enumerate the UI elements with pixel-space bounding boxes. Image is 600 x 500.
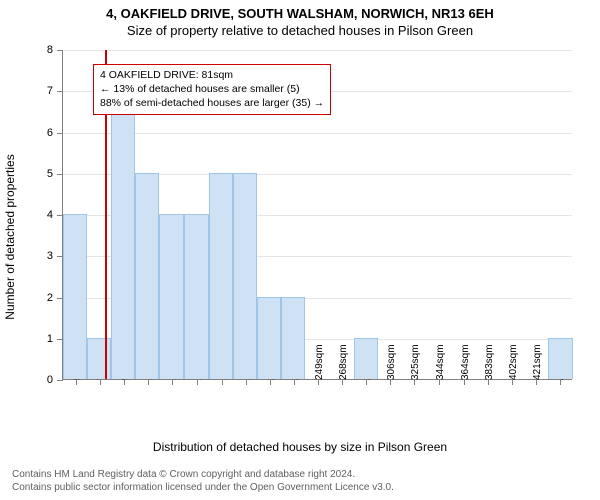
histogram-bar [159, 214, 183, 379]
annotation-box: 4 OAKFIELD DRIVE: 81sqm ← 13% of detache… [93, 64, 331, 115]
y-axis-label: Number of detached properties [3, 154, 17, 319]
gridline [63, 133, 572, 134]
histogram-bar [135, 173, 159, 379]
y-tick-label: 7 [47, 85, 63, 97]
y-tick-label: 6 [47, 127, 63, 139]
y-tick-label: 3 [47, 250, 63, 262]
histogram-bar [184, 214, 209, 379]
gridline [63, 50, 572, 51]
footer-attribution: Contains HM Land Registry data © Crown c… [12, 468, 394, 494]
y-tick-label: 1 [47, 333, 63, 345]
x-tick-label: 306sqm [386, 344, 397, 380]
chart-container: 4, OAKFIELD DRIVE, SOUTH WALSHAM, NORWIC… [0, 0, 600, 500]
x-tick-label: 383sqm [484, 344, 495, 380]
footer-line-2: Contains public sector information licen… [12, 481, 394, 494]
annotation-line-2: ← 13% of detached houses are smaller (5) [100, 82, 324, 96]
chart-area: Number of detached properties 4 OAKFIELD… [20, 42, 580, 432]
chart-title-address: 4, OAKFIELD DRIVE, SOUTH WALSHAM, NORWIC… [0, 0, 600, 21]
histogram-bar [548, 338, 573, 379]
y-tick-label: 2 [47, 292, 63, 304]
histogram-bar [111, 90, 135, 379]
y-tick-label: 8 [47, 44, 63, 56]
x-tick-label: 421sqm [532, 344, 543, 380]
annotation-line-1: 4 OAKFIELD DRIVE: 81sqm [100, 68, 324, 82]
x-tick-label: 268sqm [338, 344, 349, 380]
plot-area: 4 OAKFIELD DRIVE: 81sqm ← 13% of detache… [62, 50, 572, 380]
y-tick-label: 4 [47, 209, 63, 221]
x-axis-label: Distribution of detached houses by size … [153, 440, 447, 454]
x-tick-label: 402sqm [508, 344, 519, 380]
x-tick-label: 364sqm [460, 344, 471, 380]
histogram-bar [87, 338, 111, 379]
footer-line-1: Contains HM Land Registry data © Crown c… [12, 468, 394, 481]
histogram-bar [354, 338, 378, 379]
annotation-line-3: 88% of semi-detached houses are larger (… [100, 96, 324, 110]
y-tick-label: 0 [47, 374, 63, 386]
x-tick-label: 249sqm [314, 344, 325, 380]
histogram-bar [63, 214, 87, 379]
x-tick-label: 344sqm [435, 344, 446, 380]
histogram-bar [281, 297, 305, 380]
histogram-bar [209, 173, 233, 379]
histogram-bar [233, 173, 257, 379]
histogram-bar [257, 297, 281, 380]
chart-subtitle: Size of property relative to detached ho… [0, 21, 600, 42]
x-tick-label: 325sqm [410, 344, 421, 380]
y-tick-label: 5 [47, 168, 63, 180]
